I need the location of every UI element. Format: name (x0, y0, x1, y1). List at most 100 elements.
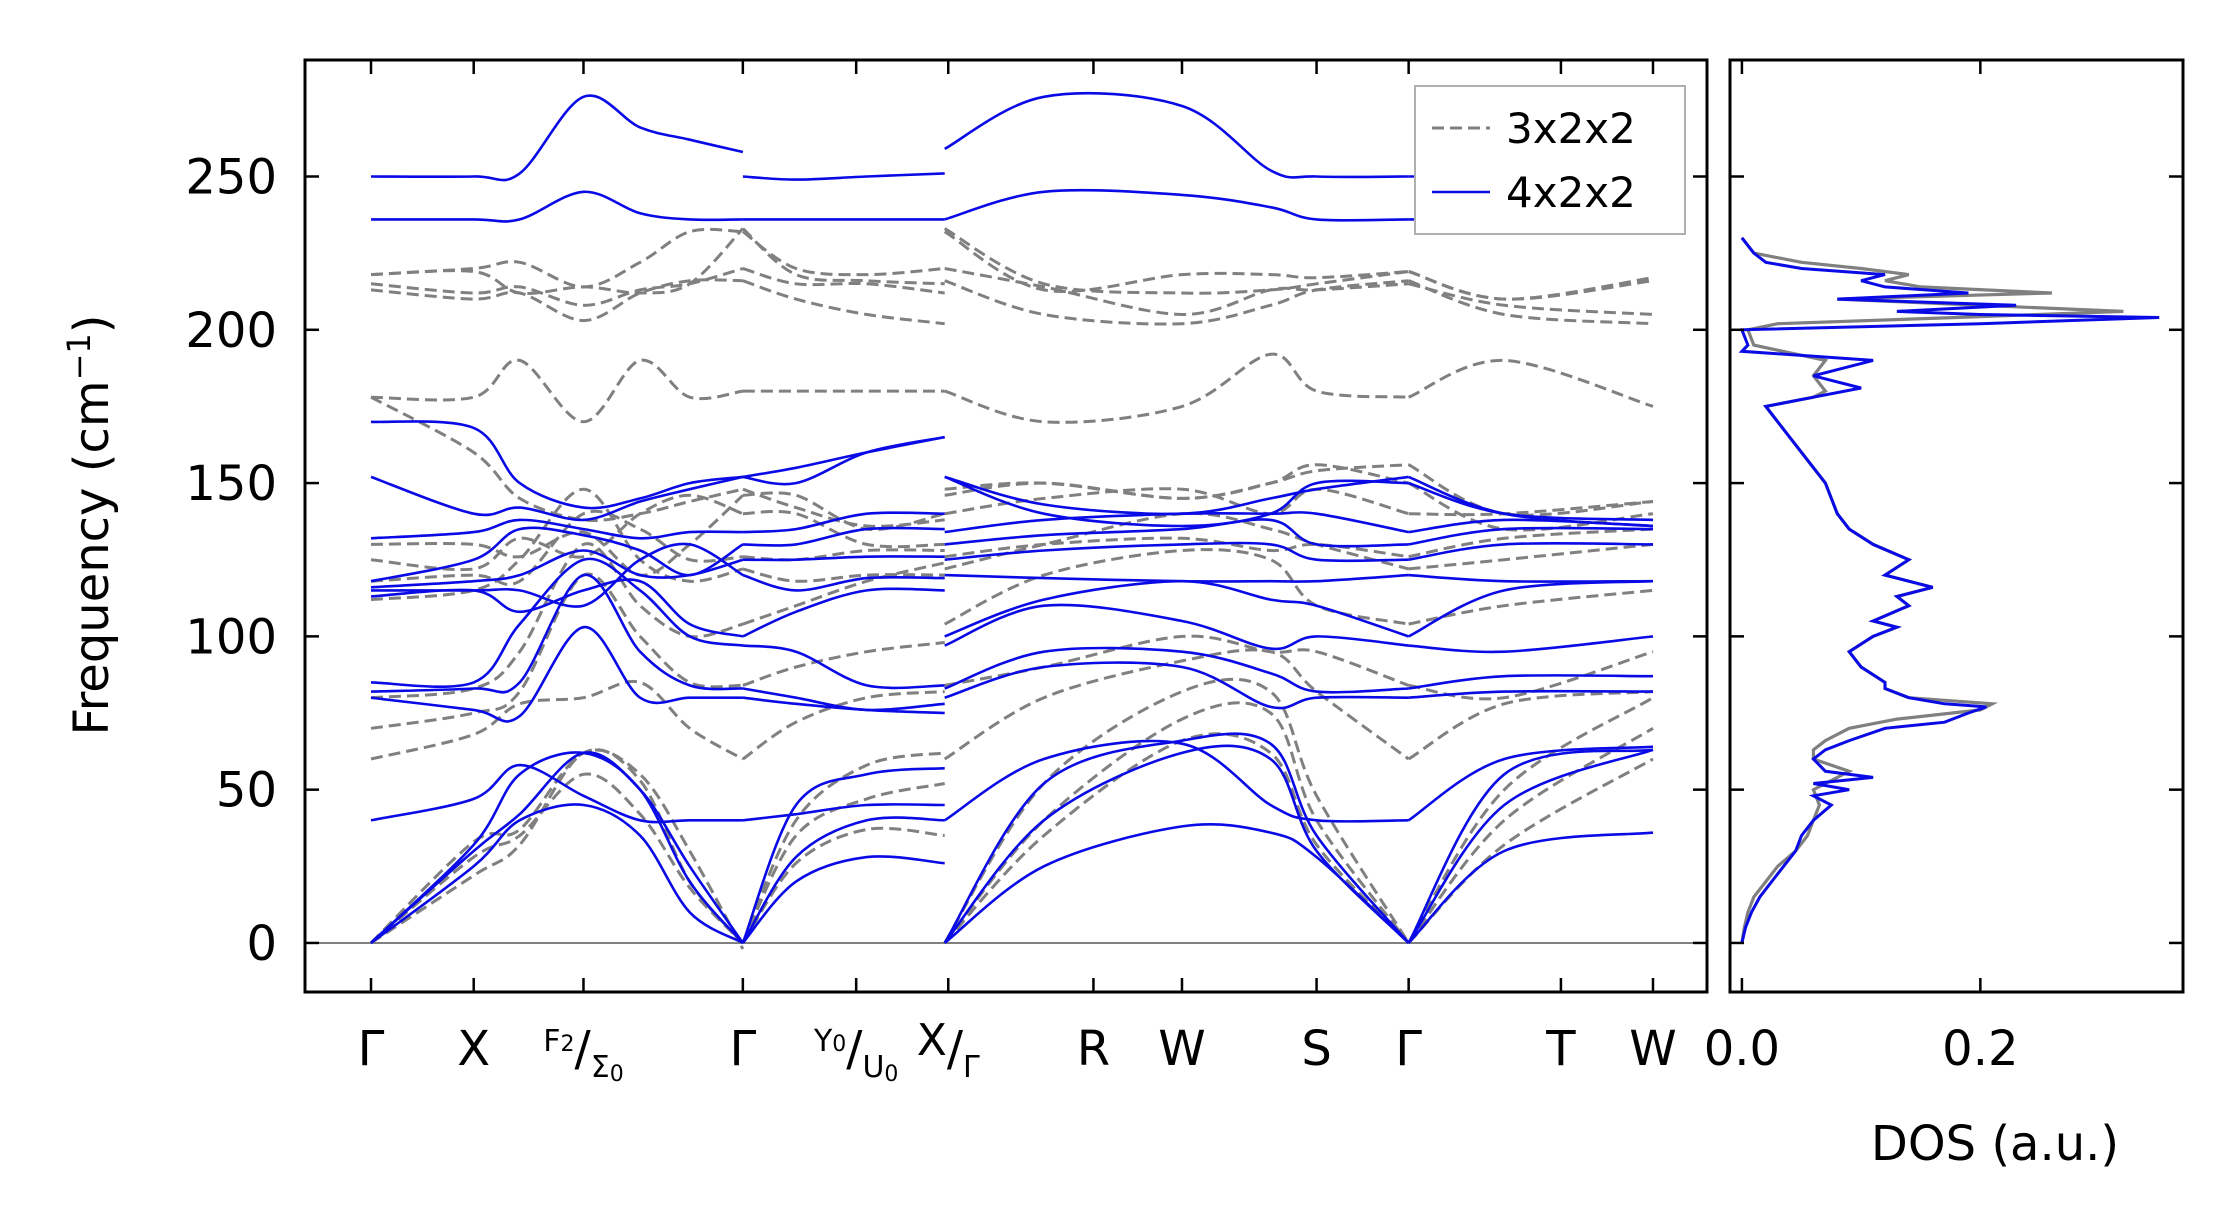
band-3x2x2-15-seg2 (943, 230, 1409, 293)
y-axis-title: Frequency (cm−1) (60, 314, 120, 735)
band-4x2x2-3-seg0 (370, 763, 743, 824)
band-3x2x2-4-seg1 (742, 641, 945, 687)
band-3x2x2-14-seg2 (943, 227, 1409, 295)
kpoint-label-3: Γ (729, 1021, 756, 1077)
kpoint-label-2: F2/Σ0 (543, 1021, 623, 1087)
kpoint-label-6: R (1077, 1021, 1110, 1077)
band-3x2x2-2-seg1 (741, 751, 945, 944)
band-lines (369, 91, 1654, 950)
band-4x2x2-11-seg0 (370, 518, 743, 540)
band-4x2x2-6-seg0 (370, 557, 744, 688)
band-3x2x2-0-seg1 (741, 826, 945, 944)
band-4x2x2-8-seg3 (1408, 573, 1654, 583)
band-4x2x2-9-seg1 (742, 555, 945, 562)
band-4x2x2-2-seg0 (370, 751, 744, 944)
band-4x2x2-10-seg0 (370, 526, 744, 583)
band-3x2x2-2-seg3 (1407, 696, 1654, 944)
dos-y-ticks (1730, 175, 2183, 945)
band-3x2x2-4-seg0 (370, 572, 743, 730)
dos-x-tick-label: 0.2 (1942, 1021, 2018, 1077)
band-3x2x2-1-seg2 (943, 701, 1410, 944)
band-3x2x2-8-seg2 (944, 487, 1409, 516)
band-3x2x2-12-seg0 (370, 278, 743, 323)
y-tick-label: 50 (216, 763, 277, 819)
band-4x2x2-11-seg1 (742, 511, 945, 534)
band-4x2x2-7-seg2 (944, 579, 1410, 638)
band-4x2x2-5-seg3 (1408, 674, 1654, 690)
band-3x2x2-11-seg2 (944, 352, 1409, 424)
band-4x2x2-15-seg0 (370, 94, 744, 182)
band-3x2x2-6-seg3 (1408, 542, 1654, 571)
band-4x2x2-10-seg3 (1408, 526, 1654, 546)
band-3x2x2-1-seg1 (741, 782, 945, 944)
band-3x2x2-15-seg0 (370, 227, 743, 289)
legend: 3x2x2 4x2x2 (1414, 85, 1686, 235)
band-4x2x2-13-seg3 (1408, 481, 1654, 522)
band-4x2x2-12-seg2 (944, 475, 1409, 516)
band-3x2x2-10-seg2 (944, 463, 1409, 500)
band-4x2x2-4-seg0 (370, 625, 743, 723)
y-tick-label: 0 (246, 916, 277, 972)
band-4x2x2-13-seg1 (742, 435, 945, 479)
dos-lines (1738, 236, 2160, 944)
band-4x2x2-2-seg3 (1407, 748, 1654, 944)
band-3x2x2-13-seg3 (1408, 282, 1654, 316)
band-3x2x2-13-seg1 (742, 267, 945, 295)
band-4x2x2-9-seg2 (944, 541, 1409, 563)
band-3x2x2-15-seg3 (1408, 270, 1654, 301)
kpoint-label-8: S (1301, 1021, 1331, 1077)
band-4x2x2-10-seg1 (742, 526, 945, 547)
dos-x-axis-title: DOS (a.u.) (1871, 1116, 2119, 1172)
band-4x2x2-6-seg2 (944, 603, 1409, 651)
band-4x2x2-5-seg1 (742, 687, 945, 712)
band-4x2x2-3-seg3 (1407, 745, 1654, 822)
band-4x2x2-2-seg2 (943, 732, 1410, 944)
band-4x2x2-4-seg3 (1408, 689, 1654, 699)
band-3x2x2-7-seg0 (370, 509, 744, 587)
band-3x2x2-8-seg1 (742, 509, 945, 549)
dos-curve-3x2x2 (1740, 236, 2124, 944)
dos-axes-frame (1728, 58, 2185, 994)
y-tick-label: 200 (185, 303, 277, 359)
band-3x2x2-3-seg0 (370, 679, 744, 761)
band-4x2x2-6-seg3 (1408, 635, 1654, 654)
kpoint-label-0: Γ (358, 1021, 385, 1077)
band-3x2x2-5-seg1 (742, 561, 946, 626)
band-x-ticks: Γ X F2/Σ0 Γ Y0/U0X/Γ R W S Γ T W (358, 60, 1677, 1087)
kpoint-label-1: X (457, 1021, 490, 1077)
band-4x2x2-6-seg1 (742, 644, 945, 690)
y-tick-label: 150 (185, 456, 277, 512)
band-3x2x2-2-seg2 (943, 677, 1410, 944)
band-4x2x2-8-seg2 (944, 573, 1409, 583)
y-tick-label: 100 (185, 609, 277, 665)
dos-x-tick-label: 0.0 (1704, 1021, 1780, 1077)
band-4x2x2-0-seg2 (943, 823, 1410, 944)
band-4x2x2-5-seg0 (370, 573, 743, 694)
band-4x2x2-14-seg2 (944, 188, 1409, 222)
band-y-ticks: 0 50 100 150 200 250 (185, 150, 1707, 972)
band-3x2x2-11-seg3 (1408, 358, 1654, 408)
band-4x2x2-4-seg1 (742, 696, 945, 715)
band-axes-frame (303, 58, 1709, 994)
band-4x2x2-1-seg1 (741, 816, 945, 944)
band-3x2x2-0-seg3 (1407, 757, 1654, 944)
band-4x2x2-12-seg0 (370, 475, 744, 522)
band-4x2x2-8-seg0 (371, 542, 744, 608)
band-4x2x2-7-seg0 (370, 578, 744, 638)
dos-curve-4x2x2 (1738, 236, 2160, 944)
band-3x2x2-0-seg2 (943, 732, 1410, 944)
band-3x2x2-5-seg2 (944, 548, 1409, 626)
band-4x2x2-1-seg2 (943, 744, 1410, 944)
kpoint-label-10: T (1545, 1021, 1576, 1077)
kpoint-label-4: Y0/U0 (813, 1021, 898, 1087)
band-3x2x2-15-seg1 (742, 230, 945, 277)
band-4x2x2-13-seg0 (370, 420, 744, 510)
band-4x2x2-1-seg3 (1407, 748, 1654, 944)
band-3x2x2-9-seg1 (742, 491, 946, 531)
band-4x2x2-15-seg1 (742, 172, 945, 181)
dos-x-ticks: 0.0 0.2 (1704, 60, 2019, 1077)
band-3x2x2-3-seg2 (943, 648, 1410, 761)
band-3x2x2-10-seg1 (742, 487, 945, 528)
band-3x2x2-14-seg0 (370, 227, 744, 295)
band-3x2x2-4-seg3 (1408, 650, 1654, 701)
